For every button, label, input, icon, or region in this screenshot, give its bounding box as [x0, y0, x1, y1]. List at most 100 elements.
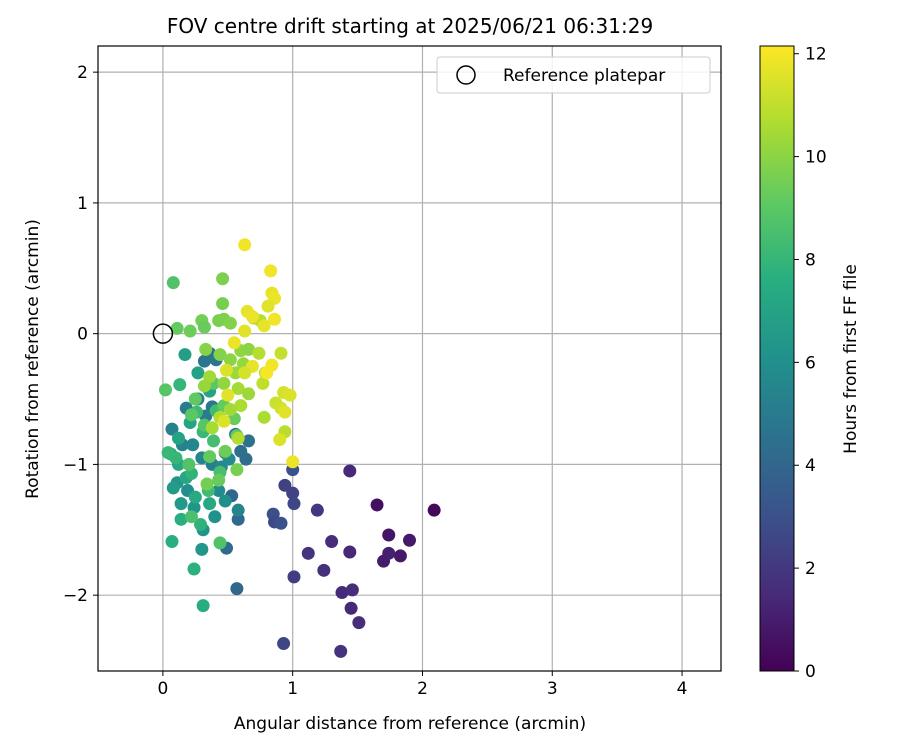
data-point: [223, 402, 237, 416]
data-point: [196, 599, 210, 613]
data-point: [286, 486, 300, 500]
x-tick-label: 3: [547, 679, 558, 699]
data-point: [230, 463, 244, 477]
data-point: [178, 348, 192, 362]
data-point: [343, 545, 357, 559]
data-point: [274, 346, 288, 360]
data-point: [231, 512, 245, 526]
data-points: [152, 238, 441, 658]
data-point: [287, 570, 301, 584]
data-point: [197, 320, 211, 334]
colorbar-ticks: 0 2 4 6 8 10 12: [794, 45, 827, 682]
legend-box: [436, 56, 711, 94]
legend-label: Reference platepar: [503, 66, 665, 86]
y-tick-label: −2: [63, 586, 88, 606]
data-point: [171, 431, 185, 445]
data-point: [213, 536, 227, 550]
data-point: [231, 382, 245, 396]
data-point: [186, 438, 200, 452]
data-point: [286, 455, 300, 469]
data-point: [216, 297, 230, 311]
data-point: [238, 324, 252, 338]
data-point: [223, 316, 237, 330]
data-point: [377, 554, 391, 568]
data-point: [207, 434, 221, 448]
data-point: [213, 348, 227, 362]
data-point: [184, 408, 198, 422]
data-point: [427, 503, 441, 517]
data-point: [217, 376, 231, 390]
colorbar-tick-label: 10: [805, 148, 827, 168]
data-point: [252, 346, 266, 360]
data-point: [257, 410, 271, 424]
data-point: [230, 582, 244, 596]
x-tick-label: 4: [677, 679, 688, 699]
data-point: [234, 444, 248, 458]
x-tick-label: 2: [417, 679, 428, 699]
data-point: [183, 324, 197, 338]
data-point: [165, 422, 179, 436]
data-point: [166, 276, 180, 290]
data-point: [191, 366, 205, 380]
data-point: [205, 421, 219, 435]
data-point: [197, 379, 211, 393]
data-point: [203, 450, 217, 464]
data-point: [245, 310, 259, 324]
data-point: [393, 549, 407, 563]
data-point: [242, 342, 256, 356]
colorbar: [759, 45, 795, 672]
data-point: [219, 363, 233, 377]
data-point: [283, 388, 297, 402]
data-point: [158, 383, 172, 397]
data-point: [184, 510, 198, 524]
colorbar-tick-label: 12: [805, 45, 827, 65]
data-point: [242, 434, 256, 448]
data-point: [174, 512, 188, 526]
data-point: [335, 586, 349, 600]
data-point: [217, 414, 231, 428]
data-point: [352, 616, 366, 630]
y-tick-label: 2: [77, 63, 88, 83]
data-point: [238, 366, 252, 380]
colorbar-tick-label: 8: [805, 250, 816, 270]
data-point: [174, 497, 188, 511]
data-point: [208, 510, 222, 524]
x-axis-label: Angular distance from reference (arcmin): [234, 714, 586, 734]
data-point: [344, 601, 358, 615]
data-point: [260, 366, 274, 380]
data-point: [287, 497, 301, 511]
data-point: [188, 490, 202, 504]
data-point: [343, 464, 357, 478]
data-point: [212, 484, 226, 498]
data-point: [345, 583, 359, 597]
colorbar-tick-label: 2: [805, 559, 816, 579]
data-point: [165, 535, 179, 549]
data-point: [273, 433, 287, 447]
data-point: [200, 477, 214, 491]
data-point: [221, 388, 235, 402]
data-point: [274, 516, 288, 530]
data-point: [277, 637, 291, 651]
data-point: [173, 378, 187, 392]
data-point: [231, 503, 245, 517]
data-point: [188, 392, 202, 406]
data-point: [218, 494, 232, 508]
grid-lines: [98, 46, 721, 671]
data-point: [278, 405, 292, 419]
data-point: [317, 563, 331, 577]
y-tick-label: 1: [77, 194, 88, 214]
data-point: [310, 503, 324, 517]
y-tick-label: 0: [77, 325, 88, 345]
data-point: [218, 444, 232, 458]
colorbar-tick-label: 4: [805, 456, 816, 476]
data-point: [216, 272, 230, 286]
plot-frame: [97, 45, 722, 672]
data-point: [166, 481, 180, 495]
data-point: [194, 518, 208, 532]
legend-open-circle-icon: [456, 65, 476, 85]
colorbar-tick-label: 0: [805, 662, 816, 682]
data-point: [238, 238, 252, 252]
data-point: [203, 497, 217, 511]
colorbar-label: Hours from first FF file: [841, 264, 861, 454]
